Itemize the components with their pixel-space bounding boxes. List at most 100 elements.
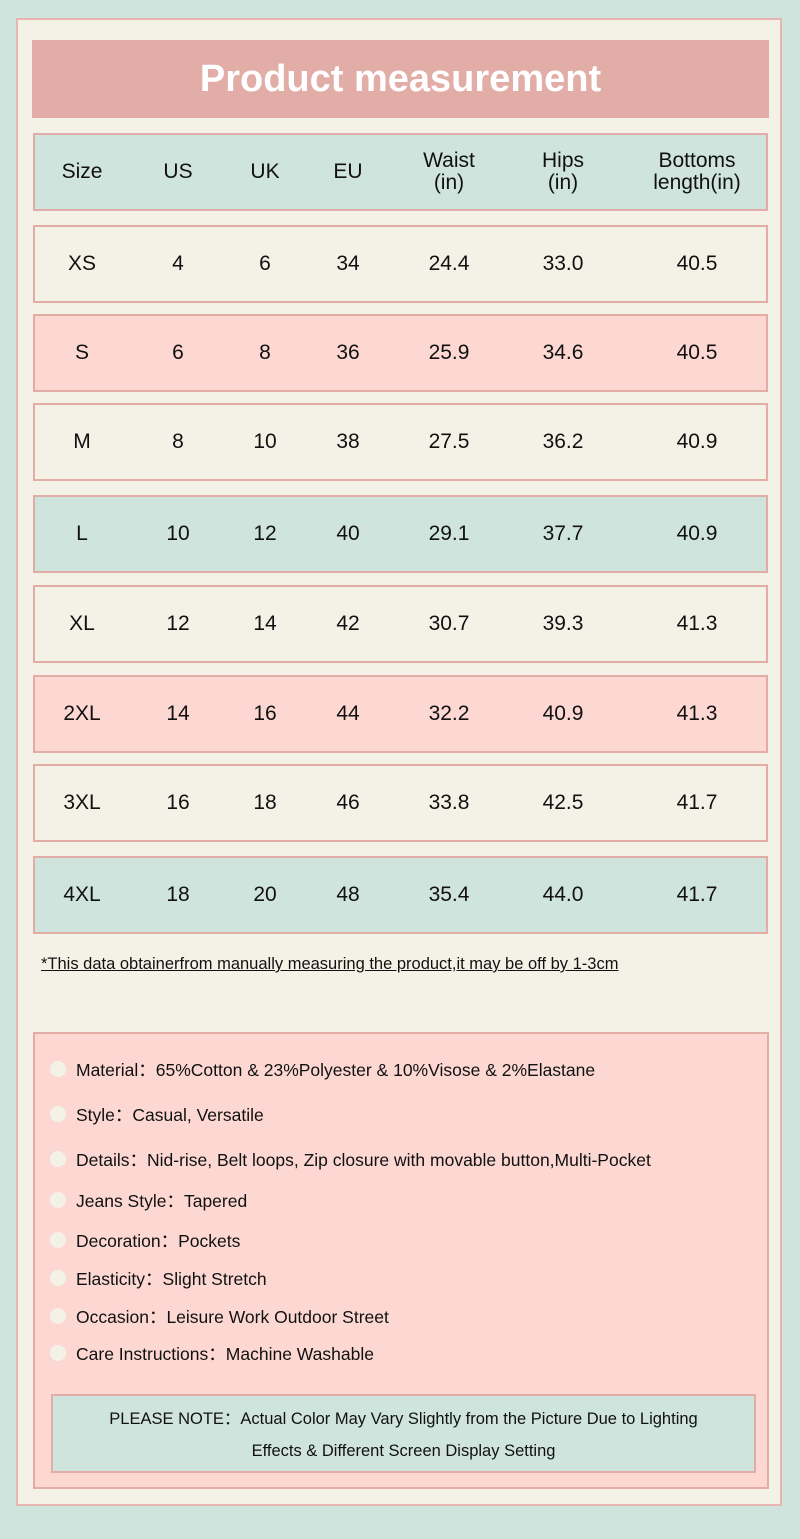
table-row: XS 4 6 34 24.4 33.0 40.5 (33, 225, 768, 303)
table-cell: 30.7 (428, 611, 470, 635)
table-cell: 46 (336, 790, 360, 814)
table-cell: S (74, 340, 89, 364)
table-cell: 6 (172, 340, 184, 364)
table-cell: 18 (253, 790, 277, 814)
table-cell: 41.7 (676, 882, 718, 906)
table-cell: 16 (166, 790, 190, 814)
color-note: PLEASE NOTE：Actual Color May Vary Slight… (51, 1394, 756, 1473)
detail-text: Material：65%Cotton & 23%Polyester & 10%V… (76, 1059, 596, 1080)
column-header: UK (250, 159, 280, 183)
note-line-2: Effects & Different Screen Display Setti… (251, 1442, 556, 1460)
detail-text: Details：Nid-rise, Belt loops, Zip closur… (76, 1149, 651, 1170)
table-cell: 10 (253, 429, 277, 453)
table-cell: 36.2 (542, 429, 584, 453)
table-row: 2XL 14 16 44 32.2 40.9 41.3 (33, 675, 768, 753)
detail-item: Decoration：Pockets (50, 1228, 240, 1252)
column-header: US (163, 159, 193, 183)
table-cell: 44.0 (542, 882, 584, 906)
table-cell: 20 (253, 882, 277, 906)
table-cell: 37.7 (542, 521, 584, 545)
table-cell: 38 (336, 429, 360, 453)
table-cell: 12 (253, 521, 277, 545)
table-row: XL 12 14 42 30.7 39.3 41.3 (33, 585, 768, 663)
table-cell: 36 (336, 340, 360, 364)
table-cell: 4 (172, 251, 184, 275)
detail-item: Details：Nid-rise, Belt loops, Zip closur… (50, 1147, 651, 1171)
table-cell: 33.0 (542, 251, 584, 275)
table-cell: 34 (336, 251, 360, 275)
detail-item: Care Instructions：Machine Washable (50, 1341, 374, 1365)
table-row: S 6 8 36 25.9 34.6 40.5 (33, 314, 768, 392)
bullet-icon (50, 1345, 66, 1361)
detail-text: Care Instructions：Machine Washable (76, 1343, 374, 1364)
table-cell: 18 (166, 882, 190, 906)
table-cell: 24.4 (428, 251, 470, 275)
table-cell: 14 (253, 611, 277, 635)
bullet-icon (50, 1151, 66, 1167)
table-row: M 8 10 38 27.5 36.2 40.9 (33, 403, 768, 481)
table-cell: 40.9 (676, 429, 718, 453)
table-cell: 4XL (63, 882, 101, 906)
table-cell: 33.8 (428, 790, 470, 814)
table-cell: 41.3 (676, 701, 718, 725)
column-header: EU (333, 159, 363, 183)
table-cell: 3XL (63, 790, 101, 814)
detail-item: Elasticity：Slight Stretch (50, 1266, 267, 1290)
table-cell: 10 (166, 521, 190, 545)
bullet-icon (50, 1232, 66, 1248)
detail-text: Jeans Style：Tapered (76, 1190, 248, 1211)
bullet-icon (50, 1106, 66, 1122)
detail-item: Material：65%Cotton & 23%Polyester & 10%V… (50, 1057, 595, 1081)
table-cell: 42.5 (542, 790, 584, 814)
table-cell: XS (67, 251, 96, 275)
table-cell: 40.9 (676, 521, 718, 545)
table-cell: L (76, 521, 88, 545)
table-cell: 16 (253, 701, 277, 725)
bullet-icon (50, 1192, 66, 1208)
column-header: Hips (in) (541, 148, 584, 194)
column-header: Bottoms length(in) (653, 148, 741, 194)
bullet-icon (50, 1308, 66, 1324)
table-cell: 6 (259, 251, 271, 275)
table-row: L 10 12 40 29.1 37.7 40.9 (33, 495, 768, 573)
table-cell: 48 (336, 882, 360, 906)
column-header: Waist (in) (423, 148, 475, 194)
detail-text: Occasion：Leisure Work Outdoor Street (76, 1306, 389, 1327)
table-cell: 35.4 (428, 882, 470, 906)
table-cell: 8 (172, 429, 184, 453)
table-row: 4XL 18 20 48 35.4 44.0 41.7 (33, 856, 768, 934)
table-cell: 40.5 (676, 340, 718, 364)
detail-item: Style：Casual, Versatile (50, 1102, 264, 1126)
table-cell: M (73, 429, 91, 453)
table-cell: 40.9 (542, 701, 584, 725)
table-cell: 12 (166, 611, 190, 635)
table-cell: 40.5 (676, 251, 718, 275)
table-cell: 39.3 (542, 611, 584, 635)
column-header: Size (61, 159, 103, 183)
detail-item: Occasion：Leisure Work Outdoor Street (50, 1304, 389, 1328)
table-cell: 29.1 (428, 521, 470, 545)
table-cell: 41.3 (676, 611, 718, 635)
table-cell: 41.7 (676, 790, 718, 814)
note-line-1: PLEASE NOTE：Actual Color May Vary Slight… (109, 1410, 698, 1428)
page-title: Product measurement (32, 40, 769, 118)
table-cell: XL (69, 611, 95, 635)
table-row: 3XL 16 18 46 33.8 42.5 41.7 (33, 764, 768, 842)
table-cell: 40 (336, 521, 360, 545)
table-cell: 34.6 (542, 340, 584, 364)
detail-text: Elasticity：Slight Stretch (76, 1268, 267, 1289)
measurement-footnote: *This data obtainerfrom manually measuri… (41, 955, 619, 973)
table-cell: 2XL (63, 701, 101, 725)
table-cell: 25.9 (428, 340, 470, 364)
detail-text: Decoration：Pockets (76, 1230, 241, 1251)
detail-text: Style：Casual, Versatile (76, 1104, 264, 1125)
table-cell: 32.2 (428, 701, 470, 725)
table-header: Size US UK EU Waist (in) Hips (in) Bottoms length… (33, 133, 768, 211)
table-cell: 8 (259, 340, 271, 364)
table-cell: 14 (166, 701, 190, 725)
bullet-icon (50, 1061, 66, 1077)
detail-item: Jeans Style：Tapered (50, 1188, 247, 1212)
table-cell: 44 (336, 701, 360, 725)
bullet-icon (50, 1270, 66, 1286)
table-cell: 42 (336, 611, 360, 635)
